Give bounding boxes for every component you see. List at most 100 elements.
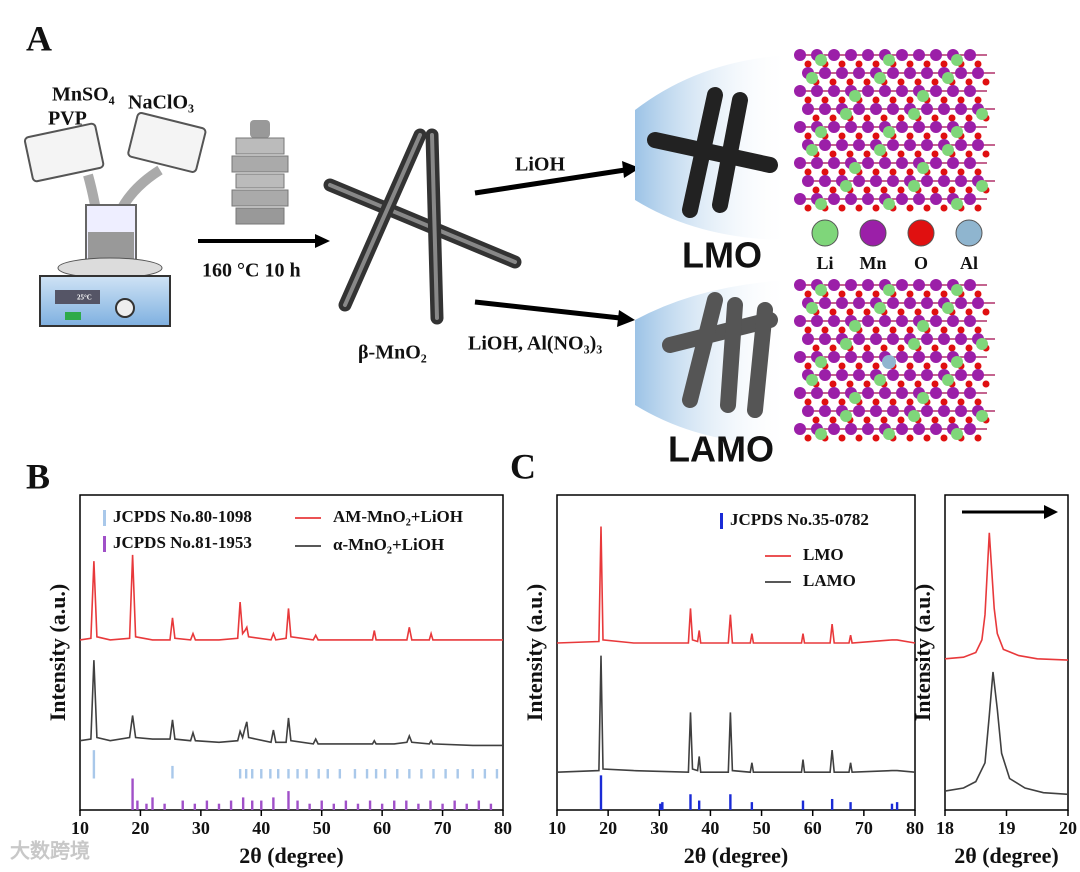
atom-swatch <box>811 219 839 247</box>
atom <box>964 193 976 205</box>
atom <box>955 103 967 115</box>
atom <box>853 103 865 115</box>
x-tick-label: 40 <box>701 818 719 838</box>
atom <box>940 326 948 334</box>
atom <box>957 96 965 104</box>
atom <box>931 150 939 158</box>
atom <box>887 333 899 345</box>
atom <box>930 387 942 399</box>
atom <box>948 114 956 122</box>
atom-swatch <box>955 219 983 247</box>
atom <box>955 405 967 417</box>
atom <box>940 96 948 104</box>
atom <box>955 333 967 345</box>
atom <box>828 193 840 205</box>
atom <box>906 96 914 104</box>
atom <box>913 423 925 435</box>
atom <box>957 326 965 334</box>
atom <box>863 114 871 122</box>
atom <box>921 333 933 345</box>
atom <box>964 387 976 399</box>
atom <box>819 333 831 345</box>
atom <box>947 315 959 327</box>
atom <box>845 423 857 435</box>
reference-stick <box>217 803 221 810</box>
atom <box>972 297 984 309</box>
reference-stick <box>477 800 481 810</box>
x-tick-label: 70 <box>855 818 873 838</box>
atom <box>921 175 933 187</box>
reference-stick <box>661 802 664 810</box>
atom <box>940 434 948 442</box>
atom <box>829 308 837 316</box>
legend-swatch <box>103 510 106 526</box>
atom <box>904 369 916 381</box>
atom <box>964 49 976 61</box>
atom <box>940 168 948 176</box>
atom <box>965 78 973 86</box>
atom <box>947 387 959 399</box>
atom <box>855 434 863 442</box>
lamo-rods <box>662 292 778 418</box>
reference-stick <box>344 800 348 810</box>
atom <box>870 405 882 417</box>
atom <box>887 67 899 79</box>
atom <box>819 405 831 417</box>
reference-stick <box>408 769 411 779</box>
atom <box>896 121 908 133</box>
atom <box>931 344 939 352</box>
reference-stick <box>171 765 174 779</box>
reference-stick <box>244 769 248 779</box>
atom <box>974 132 982 140</box>
x-tick-label: 80 <box>906 818 924 838</box>
atom <box>951 126 963 138</box>
atom <box>940 60 948 68</box>
atom <box>845 351 857 363</box>
reference-stick <box>326 769 329 779</box>
atom <box>846 78 854 86</box>
atom <box>940 290 948 298</box>
atom <box>794 423 806 435</box>
product: LMO <box>682 235 762 276</box>
atom <box>921 369 933 381</box>
atom <box>897 150 905 158</box>
atom <box>870 175 882 187</box>
atom <box>982 78 990 86</box>
atom <box>838 398 846 406</box>
atom <box>853 369 865 381</box>
atom <box>914 380 922 388</box>
atom <box>838 96 846 104</box>
atom <box>940 398 948 406</box>
atom <box>889 398 897 406</box>
atom <box>965 344 973 352</box>
spectrum-line <box>556 655 916 774</box>
y-axis-label: Intensity (a.u.) <box>522 584 547 722</box>
atom <box>972 67 984 79</box>
atom <box>982 150 990 158</box>
atom <box>840 338 852 350</box>
reagent: PVP <box>48 108 87 130</box>
reference-stick <box>429 800 432 810</box>
atom <box>811 387 823 399</box>
atom <box>872 132 880 140</box>
reference-stick <box>229 800 233 810</box>
atom-label: Al <box>960 253 978 273</box>
atom <box>880 114 888 122</box>
atom <box>923 60 931 68</box>
atom <box>908 338 920 350</box>
atom <box>913 279 925 291</box>
atom <box>872 362 880 370</box>
atom <box>965 416 973 424</box>
reference-stick <box>689 794 692 810</box>
atom <box>804 132 812 140</box>
atom <box>940 204 948 212</box>
reference-stick <box>441 803 444 810</box>
atom <box>879 315 891 327</box>
atom <box>863 308 871 316</box>
reagent: NaClO₃ <box>128 92 194 114</box>
atom <box>965 114 973 122</box>
legend-label: AM-MnO₂+LiOH <box>333 507 463 526</box>
atom <box>965 186 973 194</box>
atom <box>862 85 874 97</box>
atom <box>940 362 948 370</box>
